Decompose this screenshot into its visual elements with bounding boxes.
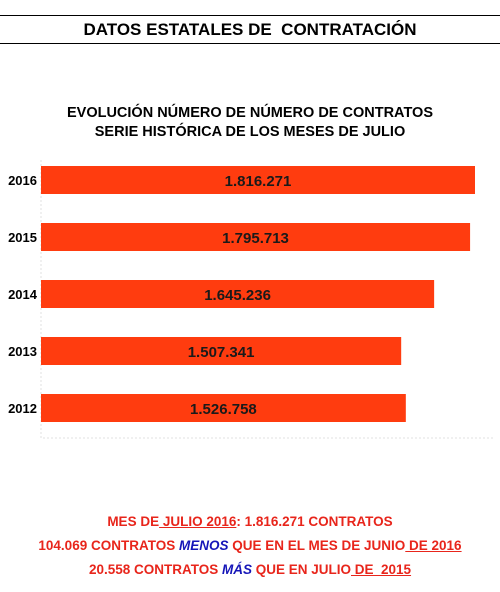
y-tick-label-2012: 2012 (8, 401, 37, 416)
summary-line-3: 20.558 CONTRATOS MÁS QUE EN JULIO DE 201… (88, 562, 412, 577)
summary-line-1: MES DE JULIO 2016: 1.816.271 CONTRATOS (107, 514, 393, 529)
bar-2016 (41, 166, 475, 194)
page-header: DATOS ESTATALES DE CONTRATACIÓN (0, 15, 500, 44)
chart-title: EVOLUCIÓN NÚMERO DE NÚMERO DE CONTRATOS … (0, 104, 500, 142)
chart-title-line-1: EVOLUCIÓN NÚMERO DE NÚMERO DE CONTRATOS (66, 105, 433, 121)
data-label-2014: 1.645.236 (204, 287, 271, 304)
y-tick-label-2014: 2014 (8, 287, 38, 302)
bar-2012 (41, 394, 406, 422)
y-tick-label-2015: 2015 (8, 230, 37, 245)
bar-2015 (41, 223, 471, 251)
chart-title-line-2: SERIE HISTÓRICA DE LOS MESES DE JULIO (94, 124, 406, 140)
y-tick-label-2016: 2016 (8, 173, 37, 188)
bar-chart: 2016 1.816.271 2015 1.795.713 2014 1.645.236 2… (8, 160, 495, 439)
data-label-2013: 1.507.341 (188, 344, 255, 361)
data-label-2012: 1.526.758 (190, 401, 257, 418)
summary-footer: MES DE JULIO 2016: 1.816.271 CONTRATOS 1… (0, 510, 500, 582)
bar-2014 (41, 280, 435, 308)
plot-area-frame (40, 160, 495, 439)
data-label-2015: 1.795.713 (222, 230, 289, 247)
y-tick-label-2013: 2013 (8, 344, 37, 359)
data-label-2016: 1.816.271 (225, 173, 292, 190)
bar-2013 (41, 337, 402, 365)
summary-line-2: 104.069 CONTRATOS MENOS QUE EN EL MES DE… (38, 538, 462, 553)
